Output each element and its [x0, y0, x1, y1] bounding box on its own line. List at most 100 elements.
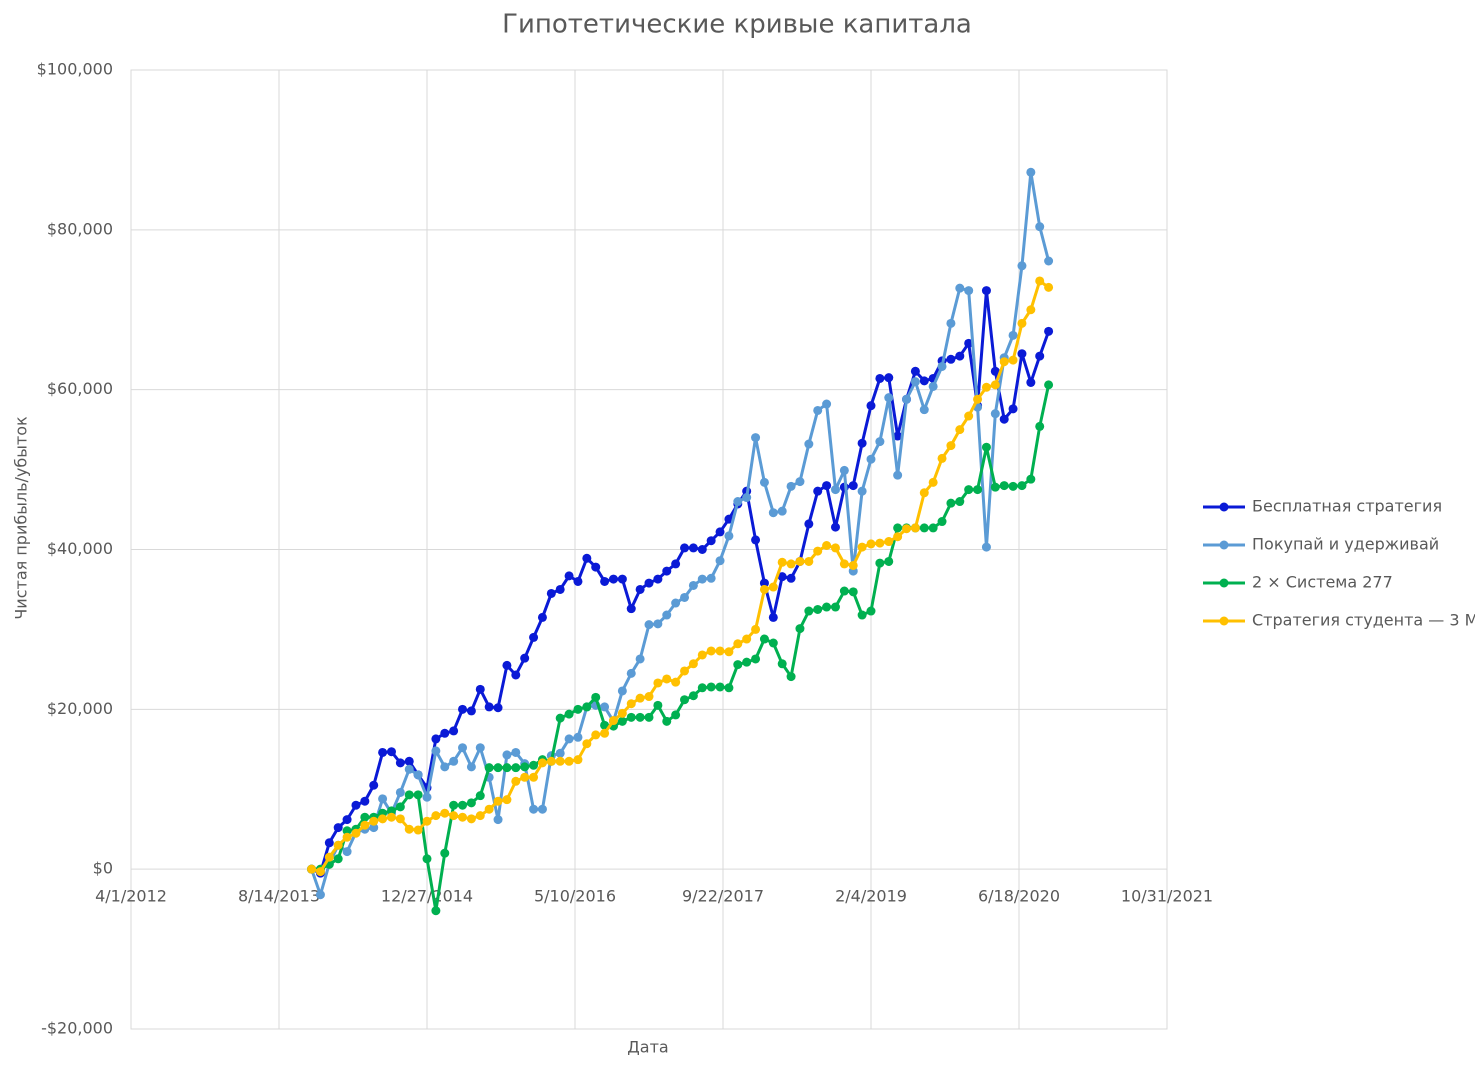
- data-point: [608, 574, 618, 584]
- data-point: [626, 604, 636, 614]
- data-point: [458, 743, 468, 753]
- data-point: [342, 815, 352, 825]
- data-point: [369, 816, 379, 826]
- data-point: [564, 571, 574, 581]
- data-point: [555, 756, 565, 766]
- y-tick-label: $20,000: [47, 699, 113, 718]
- data-point: [724, 531, 734, 541]
- data-point: [768, 638, 778, 648]
- data-point: [493, 815, 503, 825]
- data-point: [759, 634, 769, 644]
- data-point: [653, 678, 663, 688]
- data-point: [449, 800, 459, 810]
- data-point: [378, 747, 388, 757]
- data-point: [830, 522, 840, 532]
- data-point: [360, 812, 370, 822]
- data-point: [857, 542, 867, 552]
- data-point: [431, 906, 441, 916]
- data-point: [422, 816, 432, 826]
- x-tick-label: 4/1/2012: [95, 887, 167, 906]
- data-point: [626, 668, 636, 678]
- data-point: [804, 519, 814, 529]
- data-point: [582, 702, 592, 712]
- data-point: [724, 647, 734, 657]
- data-point: [511, 747, 521, 757]
- data-point: [919, 405, 929, 415]
- data-point: [999, 414, 1009, 424]
- data-point: [600, 728, 610, 738]
- data-point: [404, 790, 414, 800]
- data-point: [395, 814, 405, 824]
- data-point: [635, 712, 645, 722]
- data-point: [315, 867, 325, 877]
- data-point: [475, 684, 485, 694]
- data-point: [493, 703, 503, 713]
- data-point: [1035, 276, 1045, 286]
- data-point: [617, 708, 627, 718]
- data-point: [1008, 481, 1018, 491]
- data-point: [635, 584, 645, 594]
- data-point: [884, 556, 894, 566]
- data-point: [715, 527, 725, 537]
- data-point: [395, 787, 405, 797]
- data-point: [458, 812, 468, 822]
- data-point: [1044, 380, 1054, 390]
- data-point: [759, 578, 769, 588]
- data-point: [449, 756, 459, 766]
- data-point: [653, 574, 663, 584]
- data-point: [591, 692, 601, 702]
- x-tick-label: 5/10/2016: [534, 887, 616, 906]
- data-point: [404, 756, 414, 766]
- data-point: [795, 624, 805, 634]
- data-point: [1035, 222, 1045, 232]
- data-point: [555, 748, 565, 758]
- data-point: [706, 536, 716, 546]
- data-point: [866, 401, 876, 411]
- data-point: [466, 798, 476, 808]
- data-point: [830, 543, 840, 553]
- data-point: [981, 542, 991, 552]
- data-point: [680, 695, 690, 705]
- data-point: [449, 726, 459, 736]
- data-point: [617, 716, 627, 726]
- data-point: [804, 556, 814, 566]
- data-point: [351, 828, 361, 838]
- data-point: [875, 538, 885, 548]
- data-point: [990, 366, 1000, 376]
- data-point: [875, 373, 885, 383]
- data-point: [857, 610, 867, 620]
- data-point: [981, 442, 991, 452]
- data-point: [644, 578, 654, 588]
- data-point: [946, 354, 956, 364]
- data-point: [857, 438, 867, 448]
- data-point: [537, 612, 547, 622]
- series: [307, 167, 1054, 900]
- data-point: [688, 691, 698, 701]
- data-point: [786, 573, 796, 583]
- data-point: [591, 730, 601, 740]
- data-point: [626, 699, 636, 709]
- data-point: [902, 394, 912, 404]
- x-tick-label: 2/4/2019: [835, 887, 907, 906]
- data-point: [537, 804, 547, 814]
- data-point: [555, 584, 565, 594]
- data-point: [440, 848, 450, 858]
- legend-marker: [1219, 540, 1229, 550]
- data-point: [351, 800, 361, 810]
- series: [307, 286, 1054, 878]
- x-tick-label: 12/27/2014: [381, 887, 473, 906]
- data-point: [751, 535, 761, 545]
- data-point: [458, 704, 468, 714]
- data-point: [475, 791, 485, 801]
- y-axis-label: Чистая прибыль/убыток: [12, 416, 31, 620]
- data-point: [768, 582, 778, 592]
- data-point: [1008, 330, 1018, 340]
- data-point: [1044, 326, 1054, 336]
- data-point: [466, 814, 476, 824]
- data-point: [928, 523, 938, 533]
- y-tick-label: $0: [93, 859, 113, 878]
- data-point: [999, 481, 1009, 491]
- data-point: [919, 523, 929, 533]
- series-line: [310, 170, 1051, 897]
